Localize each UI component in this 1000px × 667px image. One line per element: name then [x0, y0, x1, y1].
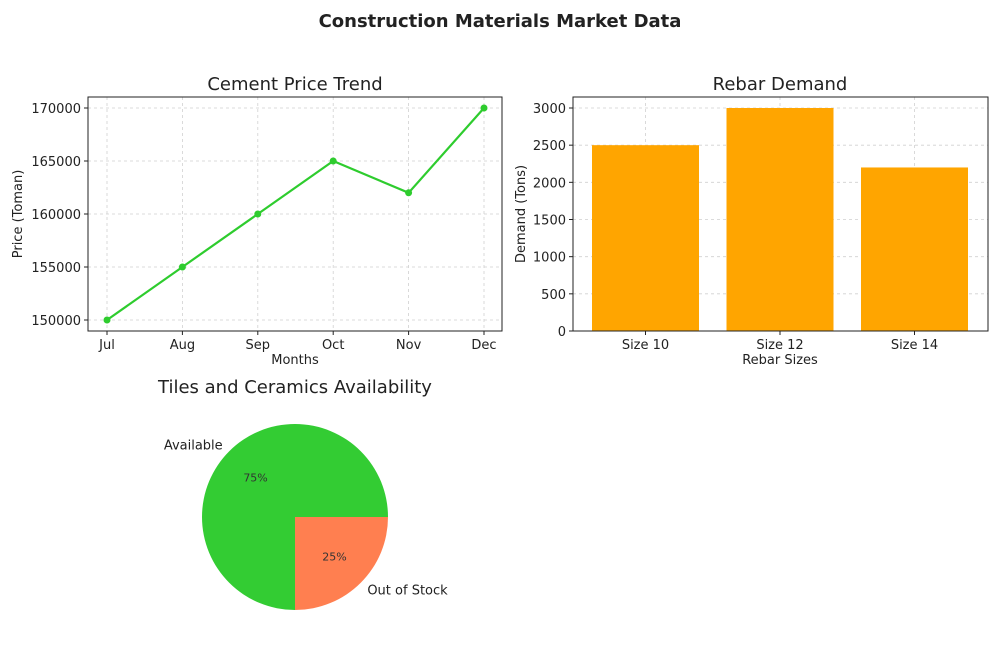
bar-ytick-label: 0 — [558, 325, 566, 340]
line-ytick-label: 170000 — [31, 102, 81, 117]
line-chart-title: Cement Price Trend — [207, 74, 382, 95]
bar-ytick-label: 2500 — [533, 139, 566, 154]
line-ytick-label: 150000 — [31, 314, 81, 329]
line-series — [106, 107, 485, 321]
line-xtick-label: Oct — [322, 338, 344, 353]
rebar-demand-chart: Rebar Demand 0 500 1000 1500 2000 2500 3000 Si… — [514, 74, 989, 368]
bar-chart-xlabel: Rebar Sizes — [742, 353, 818, 368]
line-ytick-label: 155000 — [31, 261, 81, 276]
line-point — [178, 263, 186, 271]
line-point — [405, 189, 413, 197]
bar-ytick-label: 1500 — [533, 214, 566, 229]
tiles-availability-chart: Tiles and Ceramics Availability Availabl… — [157, 377, 448, 610]
bar-chart-title: Rebar Demand — [713, 74, 848, 95]
bar-xtick-label: Size 10 — [622, 338, 669, 353]
pie-chart-title: Tiles and Ceramics Availability — [157, 377, 432, 398]
line-xtick-label: Sep — [246, 338, 271, 353]
bar-chart-ylabel: Demand (Tons) — [514, 165, 529, 263]
line-xtick-label: Dec — [471, 338, 496, 353]
line-xtick-label: Jul — [98, 338, 115, 353]
bar-xtick-label: Size 12 — [756, 338, 803, 353]
figure-title: Construction Materials Market Data — [319, 11, 682, 32]
line-point — [103, 316, 111, 324]
bar-ytick-label: 500 — [541, 288, 566, 303]
line-xtick-label: Nov — [396, 338, 422, 353]
line-point — [329, 157, 337, 165]
line-ytick-label: 160000 — [31, 208, 81, 223]
bar-chart-axes — [572, 96, 989, 332]
pie-label: Out of Stock — [367, 583, 448, 598]
bar — [726, 108, 834, 331]
pie-label: Available — [164, 439, 223, 454]
bar — [592, 145, 699, 331]
bar-xtick-label: Size 14 — [891, 338, 938, 353]
line-point — [254, 210, 262, 218]
pie-slice — [295, 517, 388, 610]
line-chart-xlabel: Months — [271, 353, 319, 368]
line-xtick-label: Aug — [170, 338, 195, 353]
bar-ytick-label: 2000 — [533, 176, 566, 191]
bar-ytick-label: 1000 — [533, 251, 566, 266]
line-ytick-label: 165000 — [31, 155, 81, 170]
bar — [861, 167, 968, 331]
bar-ytick-label: 3000 — [533, 102, 566, 117]
line-point — [480, 104, 488, 112]
pie-pct-label: 25% — [322, 550, 346, 563]
line-chart-ylabel: Price (Toman) — [11, 170, 26, 259]
line-chart-axes — [87, 96, 503, 332]
pie-pct-label: 75% — [243, 472, 267, 485]
cement-price-chart: Cement Price Trend 150000 155000 160000 165… — [11, 74, 503, 368]
